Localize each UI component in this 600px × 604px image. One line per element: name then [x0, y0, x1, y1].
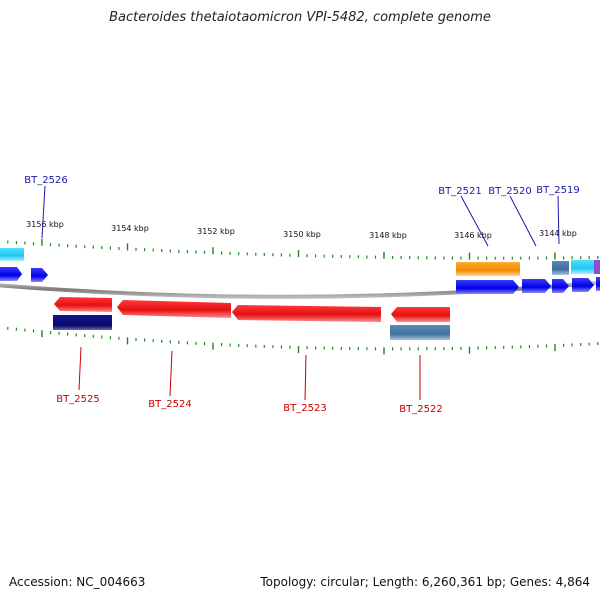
topology-text: Topology: circular; Length: 6,260,361 bp…	[260, 575, 590, 589]
leader-line	[304, 354, 307, 401]
genome-title: Bacteroides thetaiotaomicron VPI-5482, c…	[109, 10, 491, 25]
gene-arrow-red[interactable]	[117, 300, 231, 318]
gene-arrow-blue[interactable]	[0, 267, 22, 281]
scale-ticks-top	[7, 238, 599, 260]
gene-label-bottom[interactable]: BT_2524	[148, 399, 191, 410]
gene-block-blue[interactable]	[596, 277, 600, 291]
gene-arrow-red[interactable]	[391, 307, 450, 322]
gene-block-purple[interactable]	[594, 260, 600, 274]
leader-line	[460, 195, 489, 247]
reverse-genes	[53, 297, 450, 340]
gene-arrow-blue[interactable]	[572, 278, 594, 292]
leader-line	[557, 195, 560, 245]
gene-label-bottom[interactable]: BT_2525	[56, 394, 99, 405]
gene-arrow-red[interactable]	[54, 297, 112, 312]
gene-block-cyan[interactable]	[0, 248, 24, 261]
accession-text: Accession: NC_004663	[9, 575, 146, 589]
gene-label-top[interactable]: BT_2520	[488, 186, 531, 197]
leader-line	[78, 346, 82, 391]
gene-label-top[interactable]: BT_2521	[438, 186, 481, 197]
scale-label: 3146 kbp	[454, 231, 492, 240]
gene-arrow-blue[interactable]	[522, 279, 551, 293]
scale-label: 3150 kbp	[283, 230, 321, 239]
gene-label-top[interactable]: BT_2519	[536, 185, 579, 196]
leader-line	[509, 195, 537, 247]
gene-arrow-blue[interactable]	[552, 279, 569, 293]
gene-arrow-blue[interactable]	[31, 268, 48, 282]
scale-label: 3144 kbp	[539, 229, 577, 238]
leader-line	[169, 350, 173, 397]
scale-label: 3148 kbp	[369, 231, 407, 240]
scale-label: 3152 kbp	[197, 227, 235, 236]
gene-block-orange[interactable]	[456, 262, 520, 276]
gene-label-bottom[interactable]: BT_2522	[399, 404, 442, 415]
forward-genes	[0, 248, 600, 294]
gene-label-bottom[interactable]: BT_2523	[283, 403, 326, 414]
gene-block-steel[interactable]	[390, 325, 450, 340]
gene-block-steel[interactable]	[552, 261, 569, 275]
leader-line	[41, 185, 46, 239]
gene-block-cyan[interactable]	[571, 260, 594, 274]
gene-label-top[interactable]: BT_2526	[24, 175, 67, 186]
gene-block-navy[interactable]	[53, 315, 112, 330]
scale-label: 3154 kbp	[111, 224, 149, 233]
genome-backbone	[0, 280, 600, 299]
gene-arrow-blue[interactable]	[456, 280, 519, 294]
scale-ticks-bottom	[7, 326, 599, 355]
scale-label: 3156 kbp	[26, 220, 64, 229]
gene-arrow-red[interactable]	[232, 305, 381, 322]
